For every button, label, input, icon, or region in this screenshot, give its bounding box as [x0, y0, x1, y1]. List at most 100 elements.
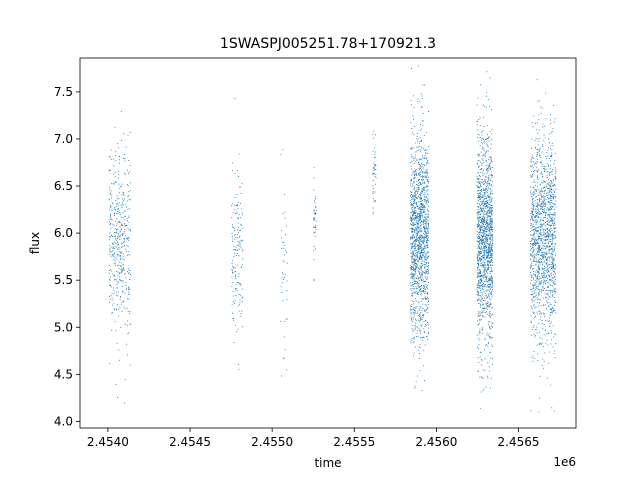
data-point	[490, 174, 492, 176]
data-point	[478, 222, 480, 224]
data-point	[419, 273, 421, 275]
data-point	[535, 206, 537, 207]
data-point	[491, 287, 493, 288]
data-point	[490, 237, 492, 239]
data-point	[426, 213, 428, 215]
data-point	[413, 210, 415, 212]
data-point	[113, 165, 115, 167]
data-point	[532, 256, 533, 258]
data-point	[477, 300, 479, 301]
data-point	[422, 157, 424, 159]
data-point	[488, 226, 490, 228]
data-point	[108, 272, 110, 274]
data-point	[543, 256, 544, 258]
data-point	[538, 201, 540, 202]
data-point	[550, 254, 552, 256]
data-point	[424, 332, 425, 334]
data-point	[537, 144, 539, 146]
data-point	[117, 271, 119, 273]
data-point	[530, 254, 532, 255]
data-point	[551, 291, 553, 293]
data-point	[537, 270, 539, 272]
data-point	[544, 280, 546, 282]
data-point	[478, 183, 480, 185]
data-point	[547, 201, 549, 202]
data-point	[128, 287, 130, 289]
data-point	[282, 260, 284, 262]
data-point	[414, 318, 416, 320]
data-point	[488, 156, 490, 158]
data-point	[544, 205, 546, 207]
data-point	[118, 188, 120, 190]
data-point	[540, 205, 542, 207]
data-point	[531, 275, 533, 277]
data-point	[533, 249, 535, 251]
data-point	[427, 201, 429, 203]
data-point	[419, 165, 421, 167]
data-point	[532, 115, 534, 117]
y-tick-label: 4.5	[54, 367, 73, 381]
data-point	[491, 270, 492, 272]
data-point	[425, 149, 426, 151]
data-point	[485, 164, 487, 166]
data-point	[481, 210, 483, 212]
data-point	[554, 310, 556, 311]
data-point	[487, 196, 489, 198]
data-point	[479, 304, 481, 306]
data-point	[530, 254, 532, 256]
data-point	[552, 221, 554, 223]
data-point	[419, 246, 421, 248]
data-point	[419, 238, 420, 240]
data-point	[239, 299, 241, 301]
data-point	[428, 227, 429, 229]
data-point	[418, 138, 420, 140]
x-tick-label: 2.4555	[333, 435, 375, 449]
data-point	[240, 315, 242, 317]
data-point	[419, 280, 420, 282]
data-point	[485, 311, 487, 313]
data-point	[117, 244, 119, 246]
data-point	[479, 257, 481, 259]
data-point	[476, 163, 478, 165]
data-point	[419, 235, 421, 237]
data-point	[281, 282, 283, 284]
data-point	[549, 238, 551, 240]
data-point	[546, 262, 548, 264]
data-point	[420, 324, 422, 326]
data-point	[543, 297, 545, 299]
data-point	[283, 336, 285, 338]
data-point	[412, 274, 414, 275]
data-point	[418, 277, 420, 278]
data-point	[485, 276, 487, 278]
data-point	[483, 183, 485, 185]
data-point	[532, 214, 534, 216]
data-point	[413, 274, 414, 276]
data-point	[424, 291, 426, 293]
data-point	[480, 239, 482, 241]
data-point	[418, 319, 420, 321]
data-point	[530, 234, 532, 236]
data-point	[418, 179, 420, 181]
data-point	[281, 375, 283, 377]
data-point	[119, 307, 121, 309]
data-point	[548, 241, 550, 243]
data-point	[484, 358, 486, 360]
data-point	[417, 150, 419, 152]
data-point	[538, 216, 540, 218]
data-point	[482, 390, 484, 391]
data-point	[484, 154, 486, 156]
data-point	[420, 256, 422, 258]
data-point	[537, 154, 539, 155]
data-point	[487, 279, 489, 281]
data-point	[235, 295, 237, 297]
data-point	[539, 342, 541, 344]
data-point	[541, 176, 543, 178]
data-point	[551, 234, 553, 236]
data-point	[237, 205, 239, 207]
data-point	[428, 206, 430, 207]
data-point	[547, 214, 549, 216]
data-point	[544, 203, 546, 205]
data-point	[422, 271, 424, 273]
data-point	[482, 181, 484, 183]
data-point	[413, 312, 415, 314]
